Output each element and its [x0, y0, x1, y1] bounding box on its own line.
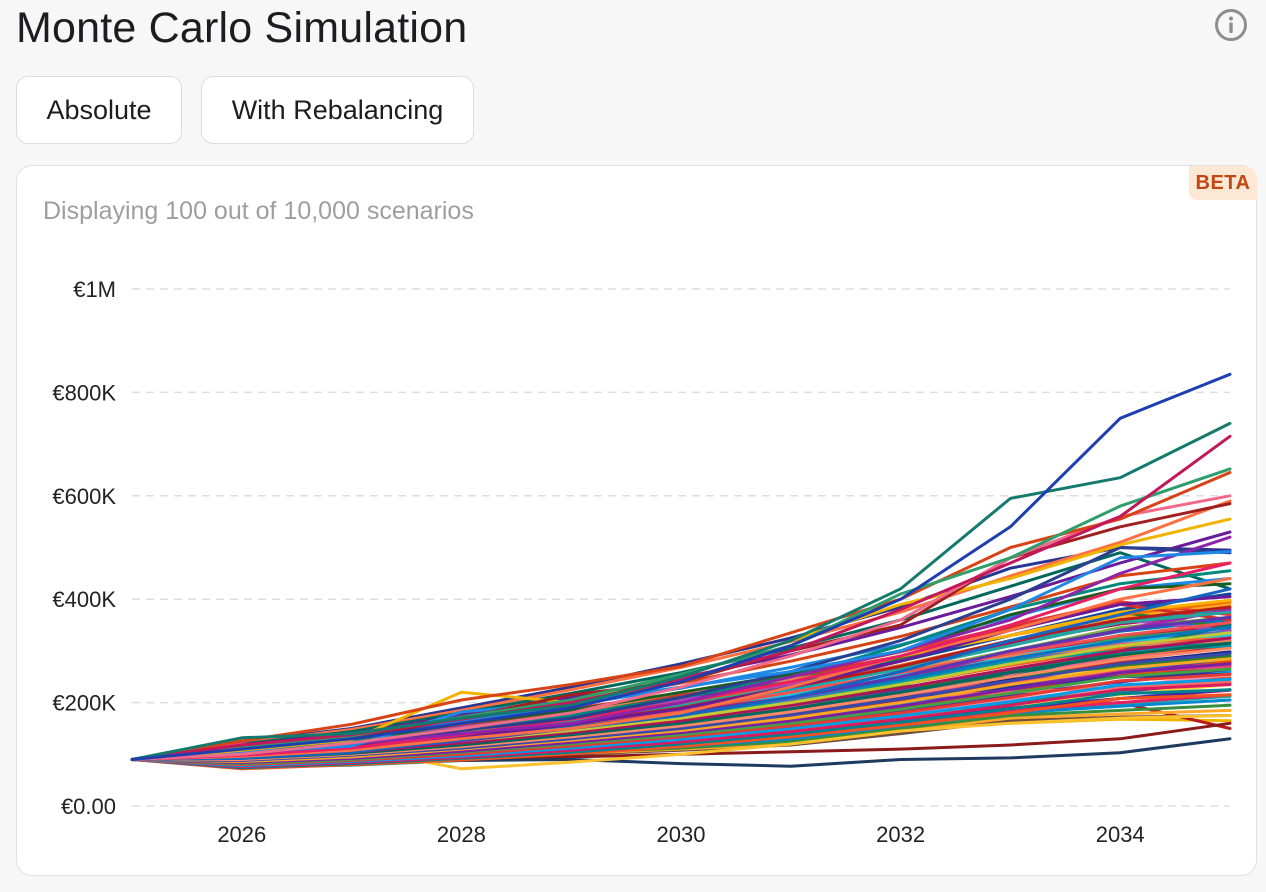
y-tick-label: €1M — [73, 277, 116, 302]
info-circle-outline — [1215, 9, 1247, 41]
beta-badge: BETA — [1189, 166, 1257, 200]
x-tick-label: 2032 — [876, 822, 925, 847]
absolute-button[interactable]: Absolute — [16, 76, 182, 144]
scenario-count-caption: Displaying 100 out of 10,000 scenarios — [43, 197, 474, 225]
y-tick-label: €0.00 — [61, 794, 116, 819]
with-rebalancing-button[interactable]: With Rebalancing — [201, 76, 474, 144]
info-stem — [1229, 22, 1233, 33]
x-axis-labels: 2026 2028 2030 2032 2034 — [217, 822, 1144, 847]
y-tick-label: €600K — [52, 484, 116, 509]
y-tick-label: €200K — [52, 691, 116, 716]
scenario-line — [130, 587, 1232, 761]
y-tick-label: €400K — [52, 587, 116, 612]
page-title: Monte Carlo Simulation — [16, 4, 468, 52]
scenario-lines — [130, 372, 1232, 771]
scenario-line — [130, 471, 1232, 761]
scenario-line — [130, 372, 1232, 761]
x-tick-label: 2026 — [217, 822, 266, 847]
y-axis-labels: €0.00 €200K €400K €600K €800K €1M — [52, 277, 116, 819]
x-tick-label: 2034 — [1096, 822, 1145, 847]
scenario-line — [130, 467, 1232, 761]
y-tick-label: €800K — [52, 380, 116, 405]
info-dot — [1229, 16, 1233, 21]
x-tick-label: 2028 — [437, 822, 486, 847]
scenario-line — [130, 577, 1232, 761]
x-tick-label: 2030 — [657, 822, 706, 847]
scenario-line — [130, 494, 1232, 761]
grid-lines — [132, 288, 1230, 807]
scenario-line — [130, 434, 1232, 761]
info-circle-icon[interactable] — [1214, 8, 1248, 42]
